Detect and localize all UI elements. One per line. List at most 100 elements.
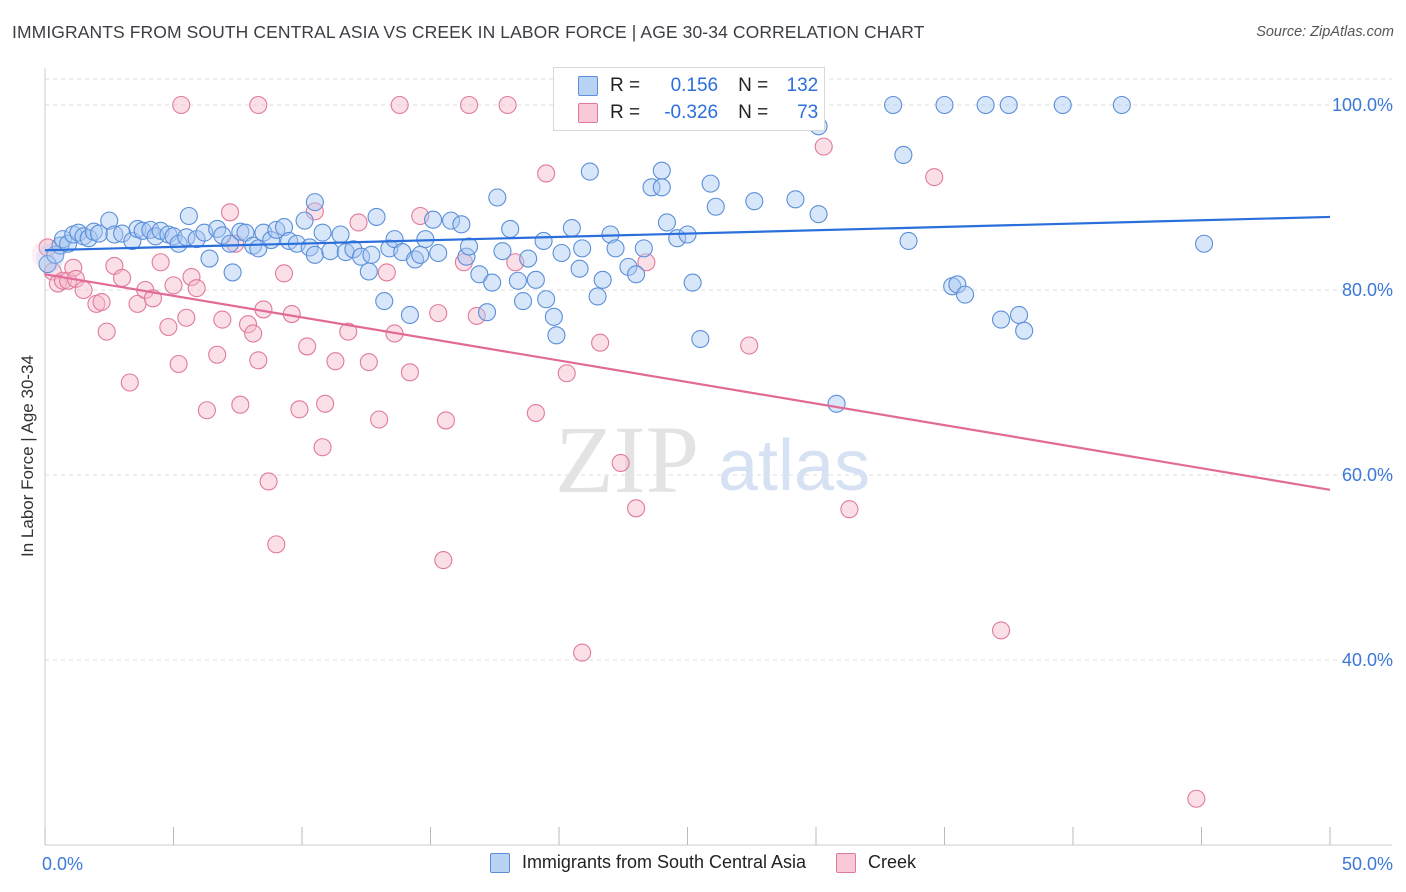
blue-point [424,210,443,229]
pink-point [498,95,517,115]
blue-point [976,95,995,115]
series-legend: Immigrants from South Central Asia Creek [0,852,1406,873]
blue-point [593,270,612,289]
tick-labels: 40.0% 60.0% 80.0% 100.0% 0.0% 50.0% [42,95,1393,874]
blue-point [375,292,394,311]
blue-point [935,95,954,115]
blue-point [544,307,563,326]
blue-point [547,326,566,345]
legend-item-label: Immigrants from South Central Asia [521,852,807,872]
pink-point [377,263,396,282]
pink-point [925,168,944,187]
pink-point [120,373,139,392]
blue-point [231,222,250,241]
legend-r-label: R = [610,102,641,123]
source-credit: Source: ZipAtlas.com [1256,24,1394,40]
legend-n-label: N = [738,75,769,96]
trend-line-blue [44,215,1331,252]
blue-point [400,305,419,325]
stats-legend: R = 0.156 N = 132 R = -0.326 N = 73 [553,67,825,131]
blue-point [894,145,913,164]
legend-r-value: -0.326 [664,102,719,123]
blue-point [809,205,828,224]
pink-point [557,364,576,383]
legend-swatch-pink [836,852,857,873]
blue-point [606,239,625,258]
pink-point [226,234,245,253]
pink-point [313,438,332,457]
blue-point [313,223,332,242]
blue-point [956,285,975,304]
pink-point [208,345,227,364]
trend-line-pink [44,273,1331,491]
blue-point [652,178,671,197]
pink-point [326,352,345,371]
blue-point [1015,321,1034,340]
pink-point [64,258,83,277]
blue-point [295,211,314,230]
legend-n-label: N = [738,102,769,123]
pink-point [573,643,592,662]
pink-point [259,472,278,491]
pink-point [740,336,759,355]
pink-point [197,401,216,420]
legend-swatch-pink [578,103,598,123]
legend-item-label: Creek [868,852,917,872]
blue-point [652,161,671,180]
blue-point [331,225,350,244]
blue-point [899,231,918,251]
legend-item-south-central-asia[interactable]: Immigrants from South Central Asia [489,852,807,873]
blue-point [588,287,607,306]
pink-point [349,213,368,232]
legend-n-value: 132 [786,75,819,96]
x-tick-label: 0.0% [42,854,83,874]
blue-point [179,206,198,226]
y-tick-label: 80.0% [1342,280,1393,300]
pink-point [213,310,232,329]
blue-point [483,273,502,292]
blue-point [38,255,57,274]
blue-point [488,188,507,207]
pink-point [74,280,93,300]
blue-point [411,245,430,264]
pink-point [267,535,286,554]
pink-point [1187,789,1206,808]
y-axis-label: In Labor Force | Age 30-34 [18,355,37,557]
pink-point [48,274,67,293]
legend-row-creek: R = -0.326 N = 73 [578,101,818,125]
pink-point [436,411,455,430]
pink-point [159,317,178,337]
legend-r-label: R = [610,75,641,96]
blue-point [105,225,124,244]
blue-point [200,249,219,268]
blue-point [683,273,702,292]
pink-point [390,95,409,115]
blue-point [100,211,119,230]
pink-point [611,453,630,473]
pink-point [526,403,545,423]
pink-point [591,333,610,352]
pink-point [467,306,486,325]
blue-point [274,218,294,237]
blue-point [552,243,571,263]
blue-point [470,265,489,284]
blue-point [627,265,646,284]
blue-point [642,178,661,197]
legend-item-creek[interactable]: Creek [836,852,916,873]
blue-point [657,213,676,232]
pink-point [113,268,132,288]
blue-point [701,174,720,193]
blue-point [429,243,448,263]
blue-point [786,190,805,209]
blue-point [991,310,1011,329]
pink-point [339,322,358,341]
pink-point [429,304,448,323]
blue-point [706,197,725,216]
blue-point [508,271,527,290]
pink-point [627,499,646,518]
blue-point [573,239,592,258]
y-tick-label: 60.0% [1342,465,1393,485]
pink-point [187,279,206,298]
blue-point [59,234,78,253]
